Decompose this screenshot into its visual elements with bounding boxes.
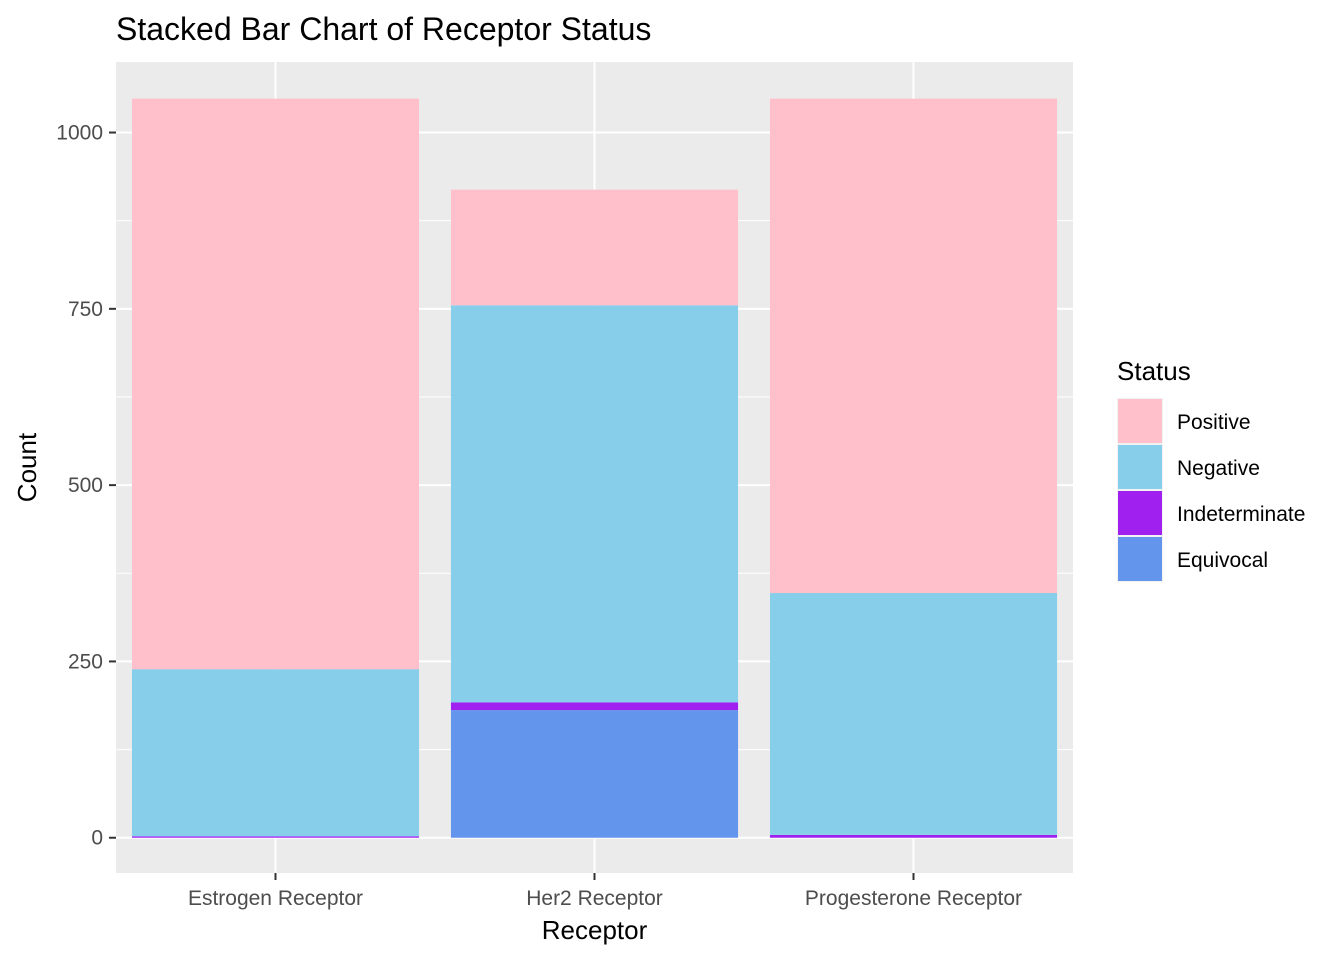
y-axis-title: Count bbox=[12, 432, 42, 502]
bar-segment-indeterminate bbox=[769, 834, 1058, 838]
legend: Status Positive Negative Indeterminate Equi… bbox=[1117, 356, 1305, 582]
legend-label: Negative bbox=[1177, 457, 1260, 480]
x-tick-label: Estrogen Receptor bbox=[188, 887, 363, 910]
bar-segment-negative bbox=[769, 593, 1058, 835]
bar-segment-negative bbox=[450, 305, 739, 703]
y-tick-label: 750 bbox=[68, 298, 103, 321]
legend-label: Positive bbox=[1177, 411, 1251, 434]
axes: 0 250 500 750 1000 Estrogen Receptor Her2 Rece… bbox=[56, 122, 1022, 910]
legend-label: Indeterminate bbox=[1177, 503, 1305, 526]
bar-segment-equivocal bbox=[450, 710, 739, 838]
legend-key-positive bbox=[1118, 399, 1162, 443]
chart-title: Stacked Bar Chart of Receptor Status bbox=[116, 11, 651, 47]
y-tick-label: 500 bbox=[68, 474, 103, 497]
bar-segment-negative bbox=[131, 669, 420, 837]
y-tick-label: 250 bbox=[68, 650, 103, 673]
legend-key-indeterminate bbox=[1118, 491, 1162, 535]
bar-segment-positive bbox=[450, 189, 739, 306]
bars bbox=[131, 98, 1058, 838]
x-tick-label: Progesterone Receptor bbox=[805, 887, 1022, 910]
y-tick-label: 0 bbox=[91, 827, 103, 850]
legend-title: Status bbox=[1117, 356, 1191, 386]
legend-key-negative bbox=[1118, 445, 1162, 489]
bar-segment-positive bbox=[131, 98, 420, 670]
bar-segment-positive bbox=[769, 98, 1058, 594]
y-tick-label: 1000 bbox=[56, 122, 103, 145]
x-tick-label: Her2 Receptor bbox=[526, 887, 663, 910]
bar-segment-indeterminate bbox=[131, 836, 420, 838]
legend-label: Equivocal bbox=[1177, 549, 1268, 572]
legend-key-equivocal bbox=[1118, 537, 1162, 581]
bar-segment-indeterminate bbox=[450, 702, 739, 711]
x-axis-title: Receptor bbox=[542, 915, 648, 945]
